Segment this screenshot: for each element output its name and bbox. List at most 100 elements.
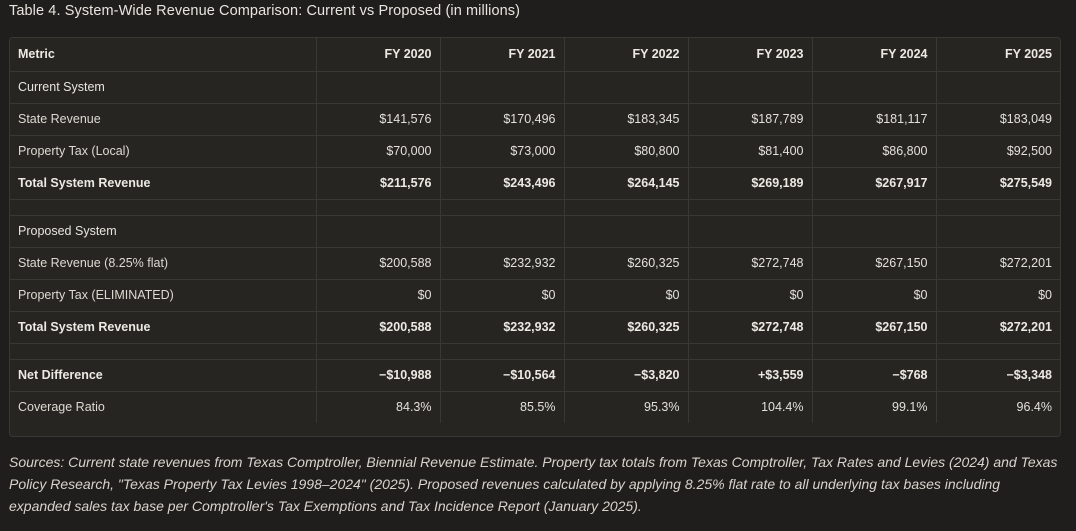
table-cell: $267,917 xyxy=(812,167,937,200)
total-row: Total System Revenue $211,576 $243,496 $… xyxy=(10,167,1060,200)
table-cell xyxy=(688,343,813,360)
table-cell: $211,576 xyxy=(316,167,441,200)
row-label: Coverage Ratio xyxy=(10,391,317,423)
table-cell: $70,000 xyxy=(316,135,441,168)
table-cell: $275,549 xyxy=(936,167,1060,200)
table-cell xyxy=(440,343,565,360)
column-header: Metric xyxy=(10,38,317,72)
table-cell: 96.4% xyxy=(1016,400,1052,415)
table-cell: −$10,988 xyxy=(316,359,441,392)
table-cell xyxy=(440,215,565,248)
table-cell xyxy=(564,215,689,248)
row-label: Property Tax (ELIMINATED) xyxy=(10,279,317,312)
column-header: FY 2020 xyxy=(316,38,441,72)
total-row: Total System Revenue $200,588 $232,932 $… xyxy=(10,311,1060,344)
table-cell: $272,748 xyxy=(688,247,813,280)
table-cell xyxy=(812,199,937,216)
table-cell: $183,345 xyxy=(564,103,689,136)
table-cell: $272,748 xyxy=(688,311,813,344)
table-cell: −$768 xyxy=(812,359,937,392)
table-cell: $260,325 xyxy=(564,311,689,344)
table-cell xyxy=(936,71,1060,104)
table-cell: $272,201 xyxy=(936,311,1060,344)
spacer-row xyxy=(10,343,1060,360)
table-cell: $232,932 xyxy=(440,247,565,280)
table-cell xyxy=(564,199,689,216)
table-cell: $73,000 xyxy=(440,135,565,168)
table-cell: 99.1% xyxy=(812,391,937,423)
table-row: State Revenue $141,576 $170,496 $183,345… xyxy=(10,103,1060,136)
section-row-current-system: Current System xyxy=(10,71,1060,104)
table-cell: $243,496 xyxy=(440,167,565,200)
table-cell xyxy=(440,71,565,104)
table-cell: $81,400 xyxy=(688,135,813,168)
section-row-proposed-system: Proposed System xyxy=(10,215,1060,248)
row-label: Current System xyxy=(10,71,317,104)
table-cell: $232,932 xyxy=(440,311,565,344)
table-cell xyxy=(688,199,813,216)
row-label xyxy=(10,343,317,360)
spacer-row xyxy=(10,199,1060,216)
header-row: Metric FY 2020 FY 2021 FY 2022 FY 2023 F… xyxy=(10,38,1060,72)
table-cell: $92,500 xyxy=(936,135,1060,168)
table-cell: $170,496 xyxy=(440,103,565,136)
table-cell xyxy=(316,71,441,104)
table-cell: $267,150 xyxy=(812,311,937,344)
row-label xyxy=(10,199,317,216)
row-label: State Revenue xyxy=(10,103,317,136)
table-cell: $181,117 xyxy=(812,103,937,136)
table-cell: $141,576 xyxy=(316,103,441,136)
table-row: State Revenue (8.25% flat) $200,588 $232… xyxy=(10,247,1060,280)
table-cell xyxy=(812,215,937,248)
column-header: FY 2021 xyxy=(440,38,565,72)
revenue-comparison-table: Metric FY 2020 FY 2021 FY 2022 FY 2023 F… xyxy=(9,37,1061,437)
table-cell xyxy=(688,215,813,248)
row-label: Property Tax (Local) xyxy=(10,135,317,168)
table-cell xyxy=(936,343,1060,360)
row-label: Total System Revenue xyxy=(10,167,317,200)
table-row: Property Tax (Local) $70,000 $73,000 $80… xyxy=(10,135,1060,168)
table-cell xyxy=(564,343,689,360)
table-cell: +$3,559 xyxy=(688,359,813,392)
column-header: FY 2023 xyxy=(688,38,813,72)
table-row: Property Tax (ELIMINATED) $0 $0 $0 $0 $0… xyxy=(10,279,1060,312)
table-cell: −$3,820 xyxy=(564,359,689,392)
table-cell: $0 xyxy=(812,279,937,312)
table-cell: $80,800 xyxy=(564,135,689,168)
row-label: Proposed System xyxy=(10,215,317,248)
table-cell: $267,150 xyxy=(812,247,937,280)
table-cell xyxy=(440,199,565,216)
table-cell xyxy=(812,71,937,104)
column-header: FY 2025 xyxy=(936,38,1060,72)
table-cell: −$3,348 xyxy=(936,359,1060,392)
table-cell: $187,789 xyxy=(688,103,813,136)
table-cell: −$10,564 xyxy=(440,359,565,392)
table-cell xyxy=(936,215,1060,248)
table-cell: $200,588 xyxy=(316,247,441,280)
table-cell: $0 xyxy=(688,279,813,312)
table-caption: Table 4. System-Wide Revenue Comparison:… xyxy=(9,3,521,19)
table-cell: 104.4% xyxy=(688,391,813,423)
table-cell: 84.3% xyxy=(316,391,441,423)
table-cell: $0 xyxy=(564,279,689,312)
table-cell: $260,325 xyxy=(564,247,689,280)
column-header: FY 2024 xyxy=(812,38,937,72)
table-cell xyxy=(564,71,689,104)
column-header: FY 2022 xyxy=(564,38,689,72)
table-cell: $86,800 xyxy=(812,135,937,168)
table-cell xyxy=(936,199,1060,216)
table-cell: $269,189 xyxy=(688,167,813,200)
table-cell xyxy=(316,343,441,360)
coverage-ratio-row: Coverage Ratio 84.3% 85.5% 95.3% 104.4% … xyxy=(10,391,1060,423)
table-cell xyxy=(812,343,937,360)
row-label: Total System Revenue xyxy=(10,311,317,344)
table-cell: $0 xyxy=(316,279,441,312)
table-cell: $183,049 xyxy=(936,103,1060,136)
table-cell: $264,145 xyxy=(564,167,689,200)
sources-footnote: Sources: Current state revenues from Tex… xyxy=(9,454,1058,514)
table-cell: 95.3% xyxy=(564,391,689,423)
table-cell xyxy=(316,215,441,248)
row-label: State Revenue (8.25% flat) xyxy=(10,247,317,280)
table-cell: $272,201 xyxy=(936,247,1060,280)
table-cell: $0 xyxy=(936,279,1060,312)
